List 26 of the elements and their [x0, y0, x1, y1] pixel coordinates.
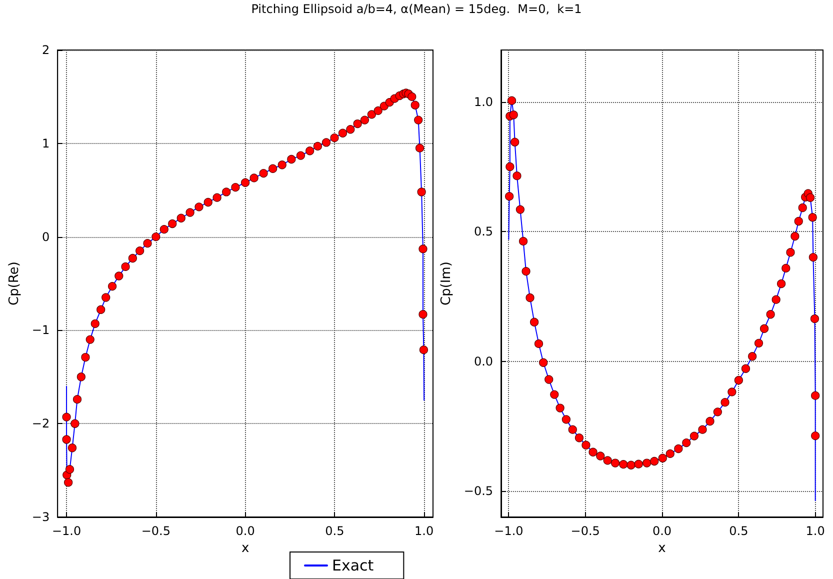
x-tick-label: 0.0 — [236, 524, 255, 538]
y-tick-label: 2 — [42, 43, 50, 57]
y-tick-label: −3 — [32, 510, 50, 524]
y-tick-label: −2 — [32, 416, 50, 431]
x-tick-label: 1.0 — [806, 524, 825, 538]
y-tick-label: 0 — [42, 230, 50, 244]
y-tick-label: −0.5 — [464, 484, 494, 498]
x-tick-label: 0.5 — [729, 524, 748, 538]
y-tick-label: 1 — [42, 136, 50, 150]
legend-label: Exact — [332, 556, 374, 574]
y-axis-title: Cp(Re) — [7, 262, 22, 306]
y-tick-label: 0.5 — [474, 224, 494, 239]
x-tick-label: −0.5 — [570, 524, 600, 538]
chart-title: Pitching Ellipsoid a/b=4, α(Mean) = 15deg. M=0, k=1 — [250, 2, 583, 16]
x-tick-label: −1.0 — [494, 524, 524, 538]
y-tick-label: 1.0 — [474, 94, 494, 109]
x-tick-label: 1.0 — [414, 524, 434, 538]
x-axis-title: x — [241, 540, 250, 556]
y-axis-title: Cp(Im) — [439, 262, 454, 306]
x-tick-label: −1.0 — [52, 524, 82, 538]
x-axis-title: x — [658, 540, 666, 556]
x-tick-label: −0.5 — [141, 524, 170, 538]
y-tick-label: 0.0 — [474, 354, 494, 368]
y-tick-label: −1 — [32, 323, 50, 338]
x-tick-label: 0.0 — [652, 524, 672, 538]
x-tick-label: 0.5 — [325, 524, 344, 538]
